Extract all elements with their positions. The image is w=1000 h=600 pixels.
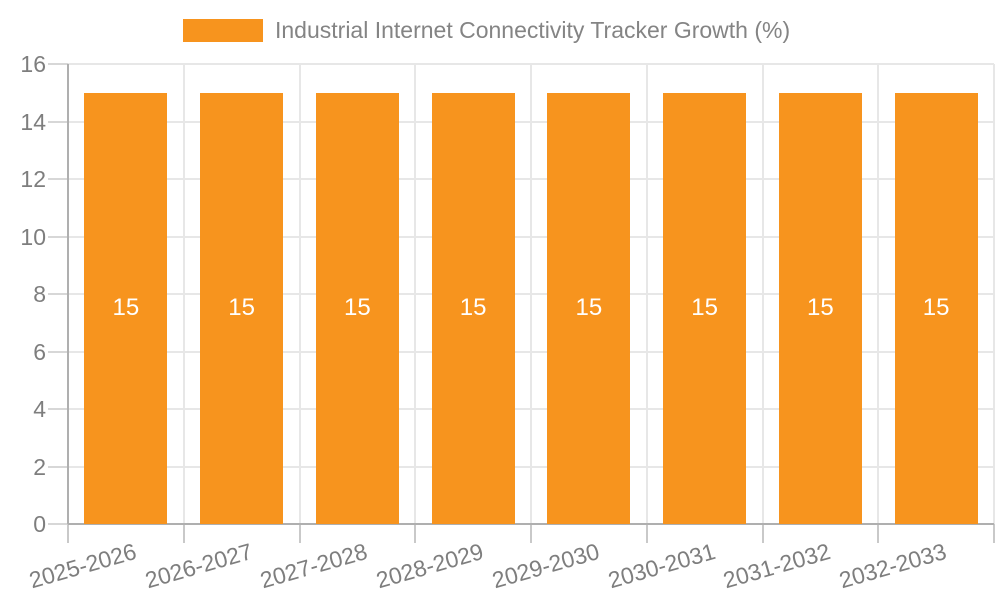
- x-axis-tick: [298, 524, 301, 543]
- gridline-vertical: [877, 64, 880, 524]
- gridline-vertical: [414, 64, 417, 524]
- y-axis-tick: [48, 408, 68, 410]
- bar[interactable]: [547, 92, 631, 524]
- gridline-vertical: [993, 64, 995, 524]
- y-axis-tick: [48, 235, 68, 238]
- y-axis-tick: [48, 178, 68, 180]
- legend-label: Industrial Internet Connectivity Tracker…: [275, 17, 791, 43]
- y-axis-tick-label: 16: [20, 51, 46, 77]
- bar-value-label: 15: [691, 294, 718, 322]
- bar-value-label: 15: [228, 294, 255, 322]
- y-axis-line: [67, 64, 69, 524]
- bar-value-label: 15: [807, 294, 834, 322]
- x-axis-line: [68, 523, 994, 525]
- x-axis-tick: [530, 524, 532, 543]
- y-axis-tick-label: 4: [33, 396, 46, 422]
- bar[interactable]: [894, 92, 978, 524]
- x-axis-tick: [993, 524, 995, 543]
- gridline-vertical: [645, 64, 648, 524]
- x-axis-tick-label: 2031-2032: [720, 538, 834, 594]
- x-axis-tick-label: 2028-2029: [373, 538, 487, 594]
- gridline-vertical: [530, 64, 532, 524]
- x-axis-tick: [761, 524, 764, 543]
- bar-value-label: 15: [459, 294, 487, 322]
- bar-value-label: 15: [344, 294, 371, 322]
- y-axis-tick: [48, 350, 68, 353]
- x-axis-tick-label: 2029-2030: [489, 538, 603, 594]
- x-axis-tick-label: 2032-2033: [836, 538, 950, 594]
- bar[interactable]: [431, 92, 515, 524]
- y-axis-tick-label: 14: [20, 108, 46, 135]
- bar[interactable]: [84, 92, 168, 524]
- y-axis-tick-label: 0: [33, 511, 46, 537]
- x-axis-tick: [67, 524, 69, 543]
- gridline-vertical: [761, 64, 764, 524]
- y-axis-tick: [48, 465, 68, 468]
- y-axis-tick-label: 2: [33, 453, 46, 480]
- bar[interactable]: [200, 92, 284, 524]
- y-axis-tick-label: 6: [33, 338, 46, 365]
- bar-value-label: 15: [112, 294, 140, 322]
- bar[interactable]: [778, 92, 862, 524]
- y-axis-tick: [48, 120, 68, 123]
- x-axis-tick-label: 2027-2028: [257, 538, 371, 594]
- y-axis-tick-label: 8: [33, 281, 46, 307]
- y-axis-tick: [48, 293, 68, 295]
- x-axis-tick-label: 2025-2026: [26, 538, 140, 594]
- gridline-vertical: [298, 64, 301, 524]
- x-axis-tick: [182, 524, 185, 543]
- bar-value-label: 15: [922, 294, 950, 322]
- y-axis-tick-label: 10: [20, 223, 46, 250]
- chart-legend[interactable]: Industrial Internet Connectivity Tracker…: [183, 17, 791, 43]
- bar[interactable]: [315, 92, 399, 524]
- x-axis-tick-label: 2030-2031: [604, 538, 718, 594]
- x-axis-tick: [414, 524, 417, 543]
- y-axis-tick: [48, 523, 68, 525]
- x-axis-tick: [877, 524, 880, 543]
- x-axis-tick-label: 2026-2027: [141, 538, 255, 594]
- y-axis-tick-label: 12: [20, 166, 46, 192]
- gridline-vertical: [182, 64, 185, 524]
- y-axis-tick: [48, 63, 68, 65]
- bar-value-label: 15: [575, 294, 603, 322]
- bar[interactable]: [663, 92, 747, 524]
- x-axis-tick: [645, 524, 648, 543]
- legend-swatch-icon: [183, 19, 263, 42]
